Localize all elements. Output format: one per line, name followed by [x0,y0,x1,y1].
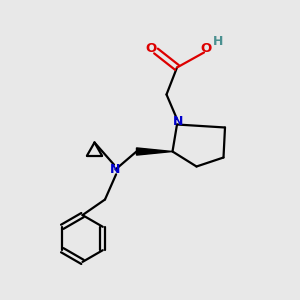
Text: O: O [145,42,157,56]
Text: H: H [213,34,224,48]
Text: N: N [110,163,121,176]
Text: N: N [173,115,184,128]
Polygon shape [136,148,172,155]
Text: O: O [200,42,212,56]
